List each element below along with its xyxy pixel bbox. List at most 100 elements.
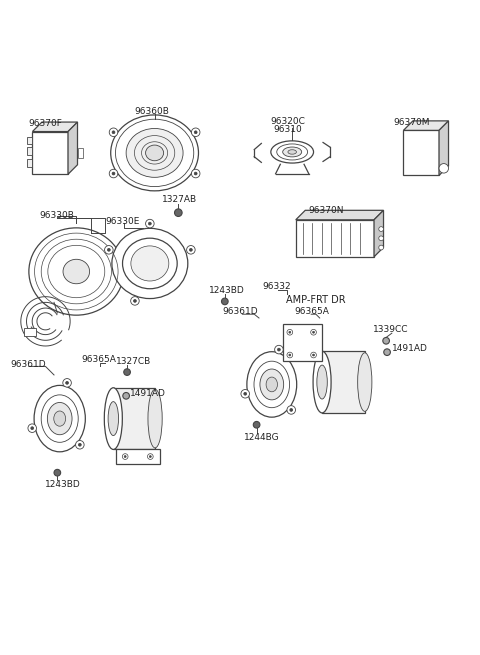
Bar (27, 147, 33, 155)
Bar (113, 388, 155, 449)
Bar (322, 351, 365, 413)
Circle shape (289, 331, 291, 333)
Ellipse shape (131, 246, 169, 281)
Ellipse shape (283, 147, 301, 157)
Polygon shape (404, 121, 448, 130)
Circle shape (54, 470, 60, 476)
Circle shape (275, 345, 283, 354)
Text: 96310: 96310 (274, 124, 302, 134)
Text: 1327CB: 1327CB (116, 357, 151, 366)
Circle shape (147, 454, 153, 459)
Circle shape (131, 297, 139, 305)
Circle shape (187, 246, 195, 254)
Circle shape (241, 390, 250, 398)
Circle shape (28, 424, 36, 432)
Ellipse shape (317, 365, 327, 399)
Ellipse shape (288, 150, 297, 154)
Circle shape (175, 209, 182, 217)
Text: 1339CC: 1339CC (373, 325, 408, 334)
Circle shape (221, 298, 228, 305)
Circle shape (124, 456, 126, 457)
Circle shape (105, 246, 113, 254)
Circle shape (75, 441, 84, 449)
Text: AMP-FRT DR: AMP-FRT DR (287, 295, 346, 305)
Ellipse shape (108, 402, 119, 436)
Ellipse shape (54, 411, 66, 426)
Text: 96370M: 96370M (393, 118, 430, 127)
Circle shape (287, 352, 293, 358)
Circle shape (145, 219, 154, 228)
Circle shape (109, 169, 118, 178)
Text: 1244BG: 1244BG (244, 433, 279, 442)
Circle shape (312, 354, 314, 356)
Ellipse shape (260, 369, 284, 400)
Ellipse shape (148, 389, 162, 448)
Text: 96330E: 96330E (105, 217, 140, 226)
Circle shape (122, 454, 128, 459)
Text: 96370F: 96370F (29, 119, 63, 128)
Circle shape (112, 131, 115, 134)
Ellipse shape (126, 128, 183, 178)
Circle shape (124, 369, 131, 375)
Circle shape (66, 381, 69, 384)
Ellipse shape (271, 141, 313, 163)
Circle shape (311, 329, 316, 335)
Ellipse shape (112, 229, 188, 299)
Text: 96361D: 96361D (222, 307, 258, 316)
Text: 96330B: 96330B (40, 210, 75, 219)
Circle shape (439, 164, 448, 173)
Text: 1243BD: 1243BD (45, 479, 80, 489)
Polygon shape (374, 210, 384, 257)
Text: 96370N: 96370N (309, 206, 344, 215)
Circle shape (379, 227, 384, 231)
Bar (27, 159, 33, 167)
Ellipse shape (29, 228, 124, 315)
Circle shape (244, 392, 247, 395)
Circle shape (108, 248, 110, 252)
Text: 96332: 96332 (263, 282, 291, 291)
Text: 96365A: 96365A (81, 355, 116, 364)
Ellipse shape (104, 388, 122, 449)
Circle shape (78, 443, 81, 446)
Bar (33, 132, 68, 174)
Ellipse shape (111, 115, 199, 191)
Circle shape (109, 128, 118, 136)
Circle shape (194, 172, 197, 175)
Circle shape (277, 348, 280, 351)
Bar (77, 148, 83, 158)
Ellipse shape (247, 352, 297, 417)
Circle shape (287, 329, 293, 335)
Circle shape (149, 456, 151, 457)
Circle shape (123, 392, 130, 399)
Ellipse shape (145, 145, 164, 160)
Circle shape (312, 331, 314, 333)
Circle shape (192, 169, 200, 178)
Ellipse shape (34, 385, 85, 452)
Circle shape (112, 172, 115, 175)
Bar (24, 328, 36, 335)
Circle shape (31, 427, 34, 430)
Circle shape (290, 409, 293, 411)
Polygon shape (439, 121, 448, 176)
Text: 96320C: 96320C (271, 117, 306, 126)
Circle shape (383, 337, 389, 344)
Circle shape (63, 379, 72, 387)
Ellipse shape (313, 351, 331, 413)
Circle shape (379, 245, 384, 250)
Text: 96361D: 96361D (10, 360, 46, 369)
Circle shape (148, 222, 151, 225)
Circle shape (287, 405, 296, 414)
Text: 1327AB: 1327AB (162, 195, 197, 204)
Text: 1491AD: 1491AD (130, 390, 166, 398)
Ellipse shape (266, 377, 277, 392)
Ellipse shape (122, 238, 177, 289)
Bar (27, 138, 33, 144)
Text: 1491AD: 1491AD (392, 344, 428, 353)
Bar (116, 449, 160, 464)
Ellipse shape (48, 402, 72, 435)
Circle shape (192, 128, 200, 136)
Text: 96365A: 96365A (294, 307, 329, 316)
Polygon shape (296, 210, 384, 220)
Circle shape (384, 349, 390, 356)
Circle shape (253, 421, 260, 428)
